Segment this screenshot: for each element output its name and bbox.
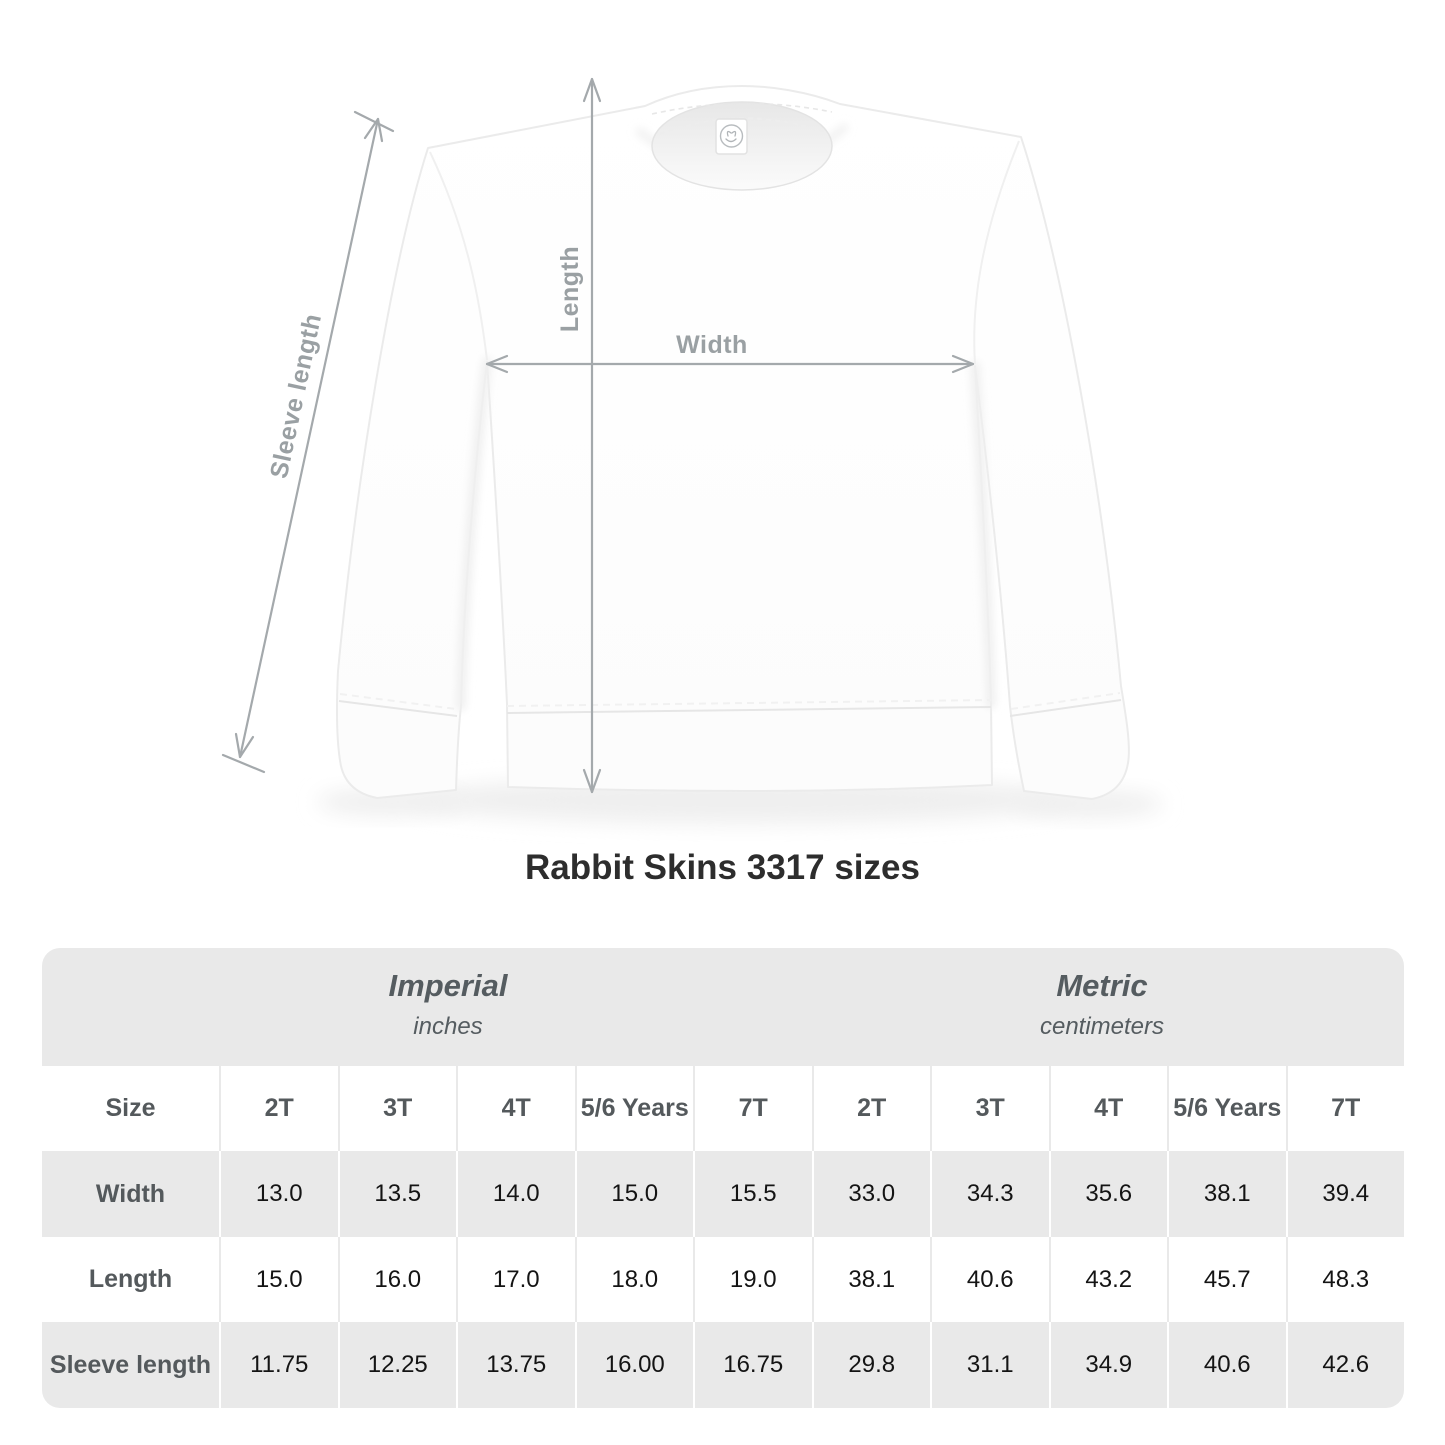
width-label: Width <box>676 331 748 359</box>
value-cell: 40.6 <box>930 1237 1049 1322</box>
column-header: 7T <box>693 1066 812 1151</box>
value-cell: 31.1 <box>930 1322 1049 1408</box>
column-header: 3T <box>337 1066 457 1151</box>
column-header: 5/6 Years <box>1167 1066 1286 1151</box>
value-cell: 33.0 <box>811 1151 931 1237</box>
size-header-row: Size 2T 3T 4T 5/6 Years 7T 2T 3T 4T 5/6 … <box>42 1066 1404 1151</box>
metric-label: Metric <box>1056 968 1148 1003</box>
column-header: 4T <box>456 1066 575 1151</box>
imperial-header: Imperial inches <box>389 968 508 1041</box>
value-cell: 45.7 <box>1167 1237 1286 1322</box>
value-cell: 12.25 <box>337 1322 457 1408</box>
value-cell: 13.0 <box>219 1151 338 1237</box>
table-row-sleeve-length: Sleeve length 11.75 12.25 13.75 16.00 16… <box>42 1322 1404 1408</box>
length-label: Length <box>556 246 584 332</box>
value-cell: 14.0 <box>456 1151 575 1237</box>
length-dimension <box>582 77 602 794</box>
value-cell: 38.1 <box>811 1237 931 1322</box>
width-dimension <box>485 354 975 374</box>
value-cell: 13.5 <box>337 1151 457 1237</box>
value-cell: 16.75 <box>693 1322 812 1408</box>
sweatshirt-illustration <box>336 85 1130 800</box>
page-title: Rabbit Skins 3317 sizes <box>525 848 920 887</box>
sweatshirt-size-diagram: Sleeve length Length Width <box>221 77 1163 824</box>
value-cell: 19.0 <box>693 1237 812 1322</box>
column-header: 3T <box>930 1066 1049 1151</box>
column-header: 2T <box>219 1066 338 1151</box>
rabbit-skins-tag-icon <box>715 118 748 155</box>
column-header: 5/6 Years <box>574 1066 694 1151</box>
value-cell: 34.3 <box>930 1151 1049 1237</box>
sleeve-length-dimension <box>221 110 395 774</box>
value-cell: 48.3 <box>1285 1237 1405 1322</box>
column-header: 7T <box>1285 1066 1405 1151</box>
value-cell: 29.8 <box>811 1322 931 1408</box>
table-row-length: Length 15.0 16.0 17.0 18.0 19.0 38.1 40.… <box>42 1237 1404 1322</box>
size-header-cell: Size <box>105 1094 156 1122</box>
imperial-label: Imperial <box>388 968 508 1003</box>
value-cell: 39.4 <box>1285 1151 1405 1237</box>
value-cell: 43.2 <box>1048 1237 1168 1322</box>
metric-sublabel: centimeters <box>1039 1013 1165 1040</box>
value-cell: 11.75 <box>219 1322 338 1408</box>
imperial-sublabel: inches <box>413 1013 483 1040</box>
unit-header-band: Imperial inches Metric centimeters <box>42 948 1404 1066</box>
value-cell: 38.1 <box>1167 1151 1286 1237</box>
row-label: Sleeve length <box>49 1350 212 1379</box>
row-label: Width <box>95 1179 166 1208</box>
value-cell: 42.6 <box>1285 1322 1405 1408</box>
value-cell: 35.6 <box>1048 1151 1168 1237</box>
column-header: 4T <box>1048 1066 1168 1151</box>
value-cell: 16.00 <box>574 1322 694 1408</box>
value-cell: 40.6 <box>1167 1322 1286 1408</box>
column-header: 2T <box>811 1066 931 1151</box>
row-label: Length <box>88 1265 173 1293</box>
value-cell: 13.75 <box>456 1322 575 1408</box>
value-cell: 17.0 <box>456 1237 575 1322</box>
value-cell: 15.0 <box>219 1237 338 1322</box>
value-cell: 18.0 <box>574 1237 694 1322</box>
value-cell: 34.9 <box>1048 1322 1168 1408</box>
value-cell: 15.5 <box>693 1151 812 1237</box>
size-table: Imperial inches Metric centimeters Size … <box>42 948 1404 1408</box>
table-row-width: Width 13.0 13.5 14.0 15.0 15.5 33.0 34.3… <box>42 1151 1404 1237</box>
value-cell: 15.0 <box>574 1151 694 1237</box>
value-cell: 16.0 <box>337 1237 457 1322</box>
metric-header: Metric centimeters <box>1040 968 1164 1041</box>
